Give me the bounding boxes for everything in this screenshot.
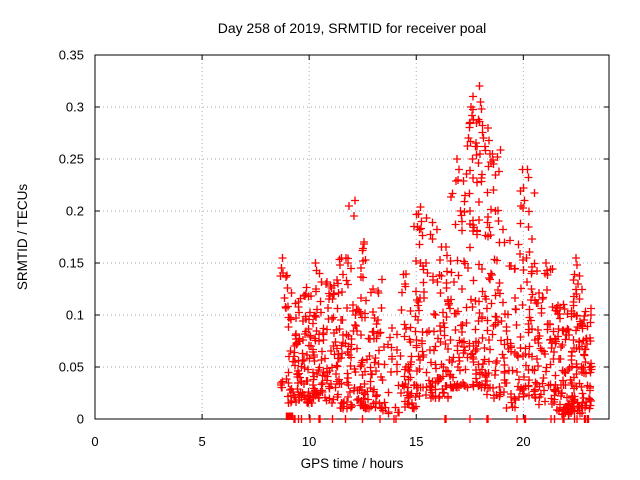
y-tick-label: 0 xyxy=(77,412,84,427)
x-tick-label: 15 xyxy=(409,434,423,449)
y-tick-label: 0.2 xyxy=(66,204,84,219)
srmtid-markers xyxy=(276,82,596,423)
x-tick-label: 10 xyxy=(302,434,316,449)
data-points xyxy=(276,82,596,423)
y-tick-label: 0.1 xyxy=(66,308,84,323)
x-tick-label: 20 xyxy=(516,434,530,449)
y-tick-label: 0.05 xyxy=(59,360,84,375)
x-tick-label: 5 xyxy=(198,434,205,449)
y-tick-label: 0.25 xyxy=(59,152,84,167)
zero-line-blob-marker xyxy=(285,412,294,420)
y-tick-label: 0.15 xyxy=(59,256,84,271)
axis-ticks xyxy=(94,54,609,420)
y-axis-label: SRMTID / TECUs xyxy=(15,184,30,291)
tick-labels: 0 5 10 15 20 0 0.05 0.1 0.15 0.2 0.25 0.3 0.35 xyxy=(59,48,531,450)
x-tick-label: 0 xyxy=(91,434,98,449)
y-tick-label: 0.35 xyxy=(59,48,84,63)
y-tick-label: 0.3 xyxy=(66,100,84,115)
x-axis-label: GPS time / hours xyxy=(301,456,404,471)
chart-title: Day 258 of 2019, SRMTID for receiver poa… xyxy=(218,20,486,36)
plot-border xyxy=(94,54,610,420)
